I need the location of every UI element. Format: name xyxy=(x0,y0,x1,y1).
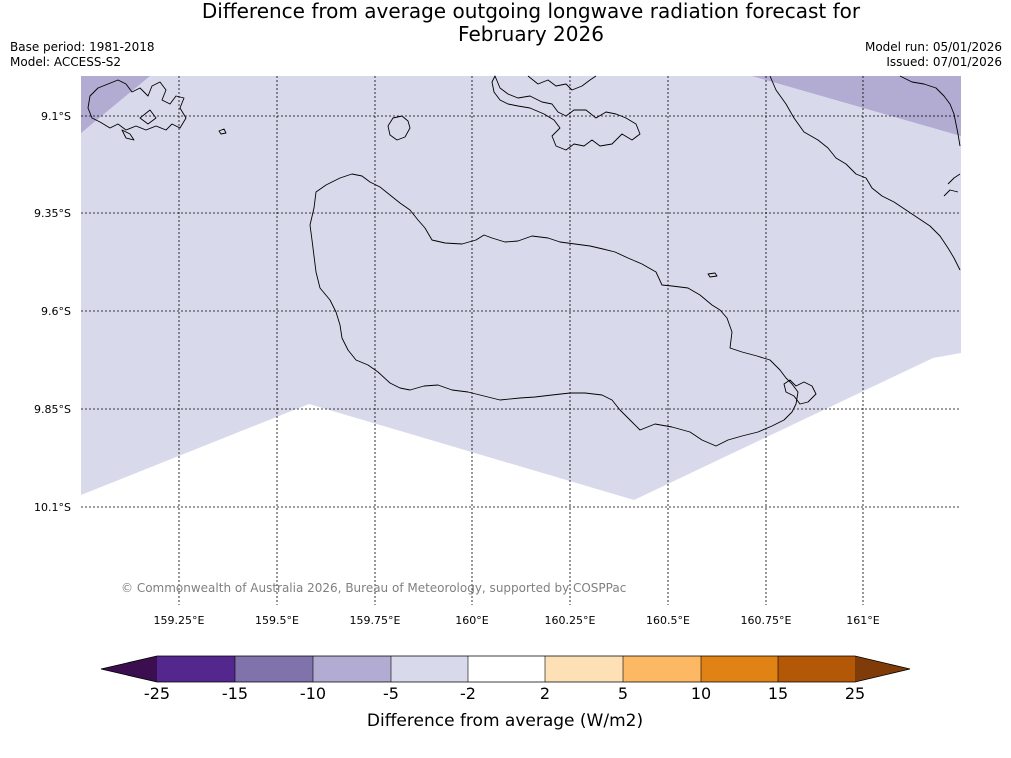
marau-islets xyxy=(783,379,817,405)
meta-right: Model run: 05/01/2026 Issued: 07/01/2026 xyxy=(865,40,1002,70)
colorbar-segment xyxy=(701,656,778,682)
issued-date: Issued: 07/01/2026 xyxy=(886,55,1002,69)
florida-islands-north xyxy=(527,75,597,91)
colorbar-tick-label: 25 xyxy=(845,684,865,703)
graticule xyxy=(81,76,961,605)
colorbar-tick-label: -5 xyxy=(383,684,399,703)
colorbar-tick-labels: -25 -15 -10 -5 -2 2 5 10 15 25 xyxy=(144,684,865,703)
colorbar-tick-label: -25 xyxy=(144,684,170,703)
small-islet xyxy=(707,272,718,278)
colorbar-segment xyxy=(391,656,468,682)
lon-label: 159.25°E xyxy=(154,614,205,627)
malaita-north xyxy=(899,75,961,147)
anomaly-fill-main xyxy=(81,76,961,500)
base-period: Base period: 1981-2018 xyxy=(10,40,155,54)
malaita-coastline xyxy=(769,75,961,271)
colorbar-tick-label: 2 xyxy=(540,684,550,703)
russell-islands xyxy=(87,79,187,131)
florida-islands xyxy=(491,75,641,151)
colorbar-tick-label: -10 xyxy=(300,684,326,703)
colorbar-tick-label: -2 xyxy=(460,684,476,703)
colorbar-low-extend xyxy=(101,656,157,682)
colorbar-outline xyxy=(100,655,911,683)
title-line-1: Difference from average outgoing longwav… xyxy=(201,0,861,23)
colorbar-segment xyxy=(313,656,391,682)
coastlines xyxy=(87,75,961,447)
lon-label: 160°E xyxy=(455,614,488,627)
colorbar-dividers xyxy=(234,656,779,682)
lat-label: 9.1°S xyxy=(41,110,71,123)
anomaly-fill-corner-nw xyxy=(81,76,150,133)
lon-label: 161°E xyxy=(846,614,879,627)
colorbar-title: Difference from average (W/m2) xyxy=(367,711,643,731)
colorbar-segment xyxy=(157,656,235,682)
lat-label: 9.85°S xyxy=(34,403,71,416)
colorbar-segment xyxy=(545,656,623,682)
chart-title: Difference from average outgoing longwav… xyxy=(0,0,1011,46)
lon-label: 160.25°E xyxy=(545,614,596,627)
lat-label: 10.1°S xyxy=(34,501,71,514)
colorbar-tick-label: 10 xyxy=(691,684,711,703)
colorbar-segment xyxy=(235,656,313,682)
meta-left: Base period: 1981-2018 Model: ACCESS-S2 xyxy=(10,40,155,70)
lon-label: 159.5°E xyxy=(255,614,299,627)
model-run: Model run: 05/01/2026 xyxy=(864,40,1002,54)
savo-island xyxy=(387,115,411,141)
lat-labels: 9.1°S 9.35°S 9.6°S 9.85°S 10.1°S xyxy=(34,110,71,514)
colorbar-segment xyxy=(778,656,855,682)
lon-label: 160.75°E xyxy=(741,614,792,627)
lat-label: 9.35°S xyxy=(34,207,71,220)
lat-label: 9.6°S xyxy=(41,305,71,318)
guadalcanal-coastline xyxy=(309,173,799,447)
model-name: Model: ACCESS-S2 xyxy=(10,55,122,69)
malaita-east xyxy=(943,173,961,197)
small-islet xyxy=(218,128,227,135)
copyright-notice: © Commonwealth of Australia 2026, Bureau… xyxy=(121,581,626,595)
colorbar-high-extend xyxy=(855,656,910,682)
colorbar-segment xyxy=(623,656,701,682)
lon-label: 160.5°E xyxy=(646,614,690,627)
colorbar-tick-label: 5 xyxy=(618,684,628,703)
lon-label: 159.75°E xyxy=(350,614,401,627)
title-line-2: February 2026 xyxy=(458,22,604,46)
lon-labels: 159.25°E 159.5°E 159.75°E 160°E 160.25°E… xyxy=(154,614,880,627)
colorbar-tick-label: -15 xyxy=(222,684,248,703)
colorbar-tick-label: 15 xyxy=(768,684,788,703)
russell-islands-detail xyxy=(121,109,157,141)
colorbar-segment xyxy=(468,656,545,682)
colorbar: -25 -15 -10 -5 -2 2 5 10 15 25 Differenc… xyxy=(100,655,911,731)
anomaly-fill-corner-ne xyxy=(752,76,961,136)
